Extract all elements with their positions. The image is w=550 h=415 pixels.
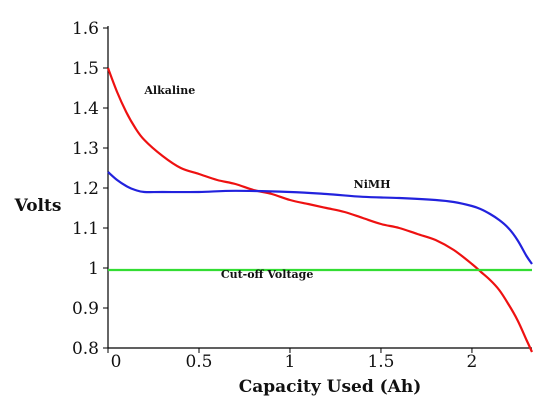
axes [103, 26, 532, 353]
series-line-nimh [107, 171, 533, 265]
y-tick-label: 1.1 [72, 219, 99, 239]
x-axis-label: Capacity Used (Ah) [239, 377, 422, 397]
y-tick-label: 0.8 [72, 339, 99, 359]
x-tick-label: 0.5 [185, 352, 212, 372]
annotation-label: Alkaline [143, 84, 195, 97]
annotation-label: Cut-off Voltage [221, 268, 314, 281]
y-tick-label: 1.4 [72, 99, 99, 119]
y-tick-label: 1.3 [72, 139, 99, 159]
x-tick-label: 2 [467, 352, 478, 372]
annotation-label: NiMH [354, 178, 391, 191]
series-layer [106, 67, 534, 353]
x-tick-label: 0 [111, 352, 122, 372]
y-tick-label: 1.6 [72, 19, 99, 39]
annotations: Alkaline NiMH Cut-off Voltage [143, 84, 390, 281]
tick-labels: 0.8 0.9 1 1.1 1.2 1.3 1.4 1.5 1.6 0 0.5 1 1.5 2 [72, 19, 477, 372]
y-tick-label: 1.5 [72, 59, 99, 79]
series-line-alkaline [106, 67, 534, 353]
x-tick-label: 1.5 [367, 352, 394, 372]
y-axis-label: Volts [14, 196, 62, 216]
y-tick-label: 1 [88, 259, 99, 279]
x-tick-label: 1 [285, 352, 296, 372]
y-tick-label: 0.9 [72, 299, 99, 319]
y-tick-label: 1.2 [72, 179, 99, 199]
